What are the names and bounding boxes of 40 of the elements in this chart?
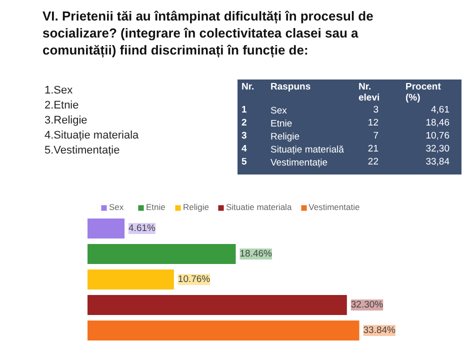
text: Procent (%) [406,82,442,104]
text: Nr. elevi [358,82,380,104]
data-label: 18.46% [240,248,273,260]
text: 4 [242,144,248,154]
legend-label: Etnie [146,202,166,212]
text: 4,61 [431,104,450,116]
data-label: 33.84% [363,325,396,336]
text: 18,46 [426,118,450,128]
text: Sex [270,106,288,116]
text: 1 [242,104,248,116]
text: 3 [373,104,379,116]
data-label: 10.76% [178,274,211,285]
text: 5 [242,156,248,168]
data-label: 32.30% [350,300,384,310]
text: 3 [242,130,247,142]
text: 7 [373,130,379,142]
legend-label: Religie [183,202,209,212]
text: 5.Vestimentație [44,144,120,156]
text: 2.Etnie [44,100,79,112]
data-label: 4.61% [128,223,156,234]
legend-label: Situatie materiala [226,202,292,212]
text: Religie [270,132,300,142]
text: 3.Religie [44,114,88,126]
text: Etnie [270,118,292,130]
text: 22 [368,156,379,168]
legend-label: Sex [109,202,125,212]
text: 1.Sex [44,84,74,96]
text: Situație materială [270,144,345,156]
text: Raspuns [270,82,311,92]
text: Nr. [242,82,254,92]
text: 12 [368,118,379,128]
legend-label: Vestimentatie [308,202,360,212]
text: 2 [242,118,247,128]
text: Vestimentație [270,158,328,168]
text: 10,76 [426,130,450,142]
chart-title: VI. Prietenii tăi au întâmpinat dificultăți în procesul de socializare? (integrare în colectivitatea clasei sau a comunității) fiind discriminați în funcție de: [42,8,374,58]
text: 21 [368,144,379,154]
text: 4.Situație materiala [44,130,140,142]
text: 32,30 [426,144,450,154]
text: 33,84 [426,156,450,168]
